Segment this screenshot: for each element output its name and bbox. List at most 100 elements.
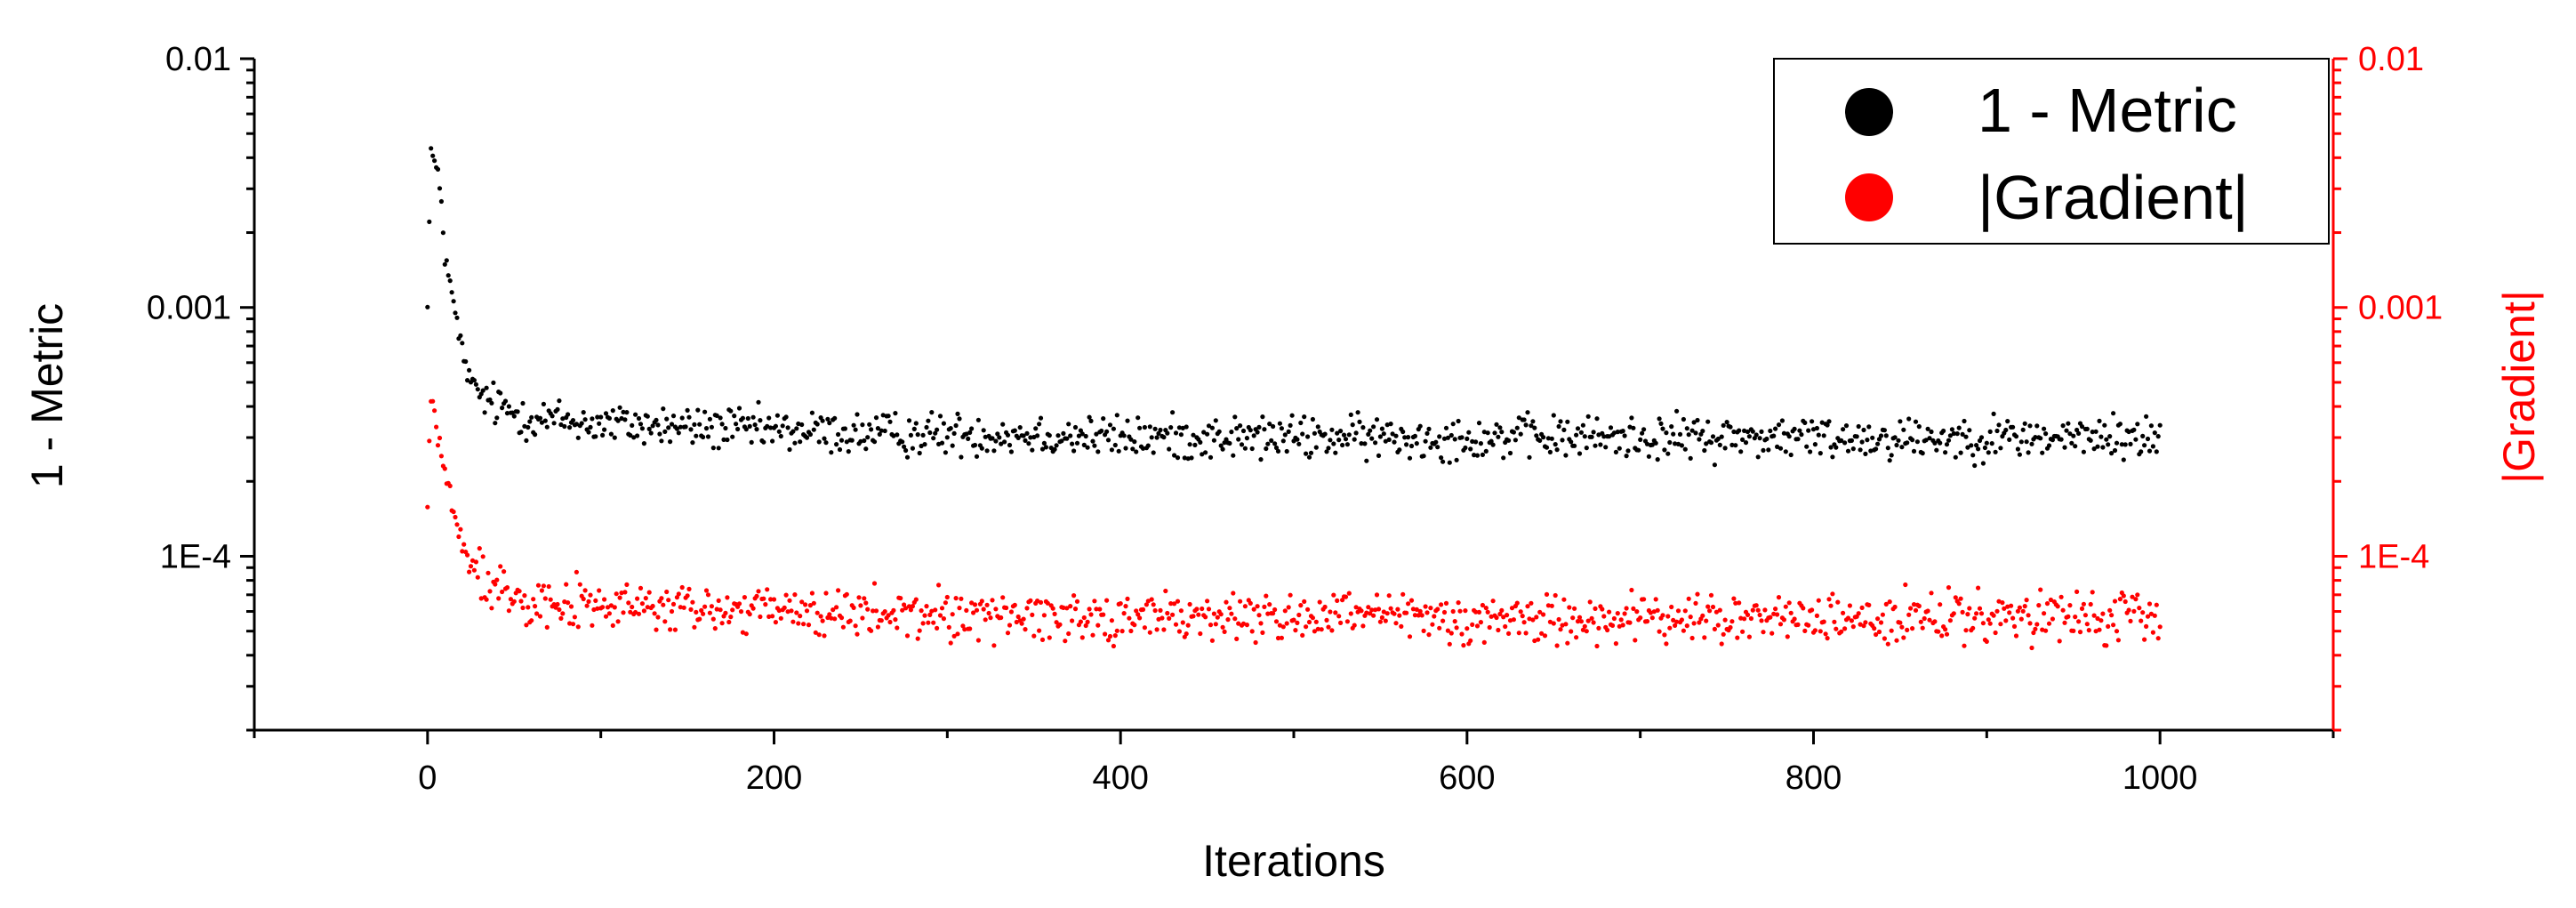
- gradient-point: [829, 615, 834, 621]
- metric-point: [1012, 428, 1017, 433]
- metric-point: [974, 454, 980, 459]
- gradient-point: [614, 591, 619, 597]
- gradient-point: [2109, 613, 2115, 618]
- metric-point: [425, 304, 430, 309]
- metric-point: [1929, 429, 1934, 435]
- metric-point: [1443, 425, 1449, 430]
- metric-point: [933, 430, 938, 436]
- metric-point: [635, 433, 640, 438]
- metric-point: [1489, 438, 1494, 444]
- metric-point: [911, 426, 917, 431]
- metric-point: [1313, 445, 1319, 450]
- metric-point: [692, 422, 697, 427]
- metric-point: [1783, 449, 1788, 454]
- metric-point: [1911, 448, 1917, 454]
- gradient-point: [694, 609, 699, 615]
- metric-point: [1603, 445, 1609, 450]
- metric-point: [1421, 454, 1426, 459]
- metric-point: [2131, 427, 2137, 432]
- metric-point: [1858, 447, 1863, 453]
- gradient-point: [1288, 592, 1293, 598]
- metric-point: [1280, 438, 1286, 444]
- metric-point: [922, 442, 927, 447]
- metric-point: [498, 390, 503, 396]
- gradient-point: [768, 597, 774, 602]
- metric-point: [1818, 451, 1823, 456]
- gradient-point: [548, 597, 553, 602]
- gradient-point: [500, 589, 505, 595]
- gradient-point: [520, 605, 526, 611]
- gradient-point: [1866, 602, 1872, 608]
- metric-point: [1601, 434, 1607, 439]
- metric-point: [1123, 446, 1128, 451]
- gradient-point: [1445, 628, 1450, 633]
- gradient-point: [1963, 628, 1969, 633]
- gradient-point: [773, 620, 779, 625]
- gradient-point: [2082, 613, 2088, 618]
- gradient-point: [1536, 637, 1541, 642]
- metric-point: [1090, 438, 1095, 444]
- gradient-point: [1620, 623, 1625, 628]
- metric-point: [2074, 427, 2080, 433]
- gradient-point: [454, 522, 460, 527]
- gradient-point: [681, 605, 686, 610]
- metric-point: [2040, 450, 2045, 455]
- metric-point: [1825, 422, 1830, 428]
- legend-marker-gradient: [1845, 173, 1893, 221]
- gradient-point: [1771, 611, 1777, 616]
- gradient-point: [581, 596, 586, 602]
- gradient-point: [875, 624, 881, 630]
- metric-point: [639, 426, 646, 431]
- metric-point: [1331, 441, 1336, 446]
- metric-point: [2073, 444, 2078, 449]
- metric-point: [707, 416, 713, 422]
- gradient-point: [1847, 603, 1852, 608]
- gradient-point: [427, 438, 432, 444]
- gradient-point: [541, 583, 547, 589]
- gradient-point: [600, 605, 606, 610]
- gradient-point: [831, 607, 836, 613]
- gradient-point: [1918, 619, 1923, 624]
- gradient-point: [1039, 637, 1046, 643]
- gradient-point: [1054, 620, 1059, 625]
- gradient-point: [1346, 591, 1352, 596]
- metric-point: [586, 430, 591, 435]
- gradient-point: [2013, 633, 2019, 639]
- metric-point: [2095, 444, 2100, 449]
- metric-point: [1379, 426, 1384, 431]
- gradient-point: [1147, 630, 1152, 635]
- gradient-point: [1463, 608, 1468, 614]
- gradient-point: [2148, 611, 2154, 616]
- gradient-point: [617, 595, 622, 600]
- gradient-point: [1527, 616, 1532, 622]
- metric-point: [1679, 443, 1684, 448]
- gradient-point: [1343, 594, 1349, 599]
- gradient-point: [1050, 606, 1055, 611]
- gradient-point: [754, 593, 759, 599]
- gradient-point: [1812, 628, 1818, 633]
- metric-point: [1101, 416, 1106, 422]
- metric-point: [1393, 433, 1399, 438]
- gradient-point: [975, 638, 981, 643]
- metric-point: [1038, 415, 1044, 421]
- gradient-point: [2117, 597, 2123, 602]
- gradient-point: [2010, 615, 2016, 621]
- gradient-point: [920, 621, 926, 626]
- gradient-point: [1785, 634, 1790, 639]
- gradient-point: [898, 596, 903, 601]
- metric-point: [2154, 449, 2159, 454]
- gradient-point: [1842, 626, 1848, 631]
- metric-point: [822, 436, 827, 441]
- gradient-point: [1759, 618, 1764, 623]
- gradient-point: [1248, 600, 1253, 607]
- gradient-point: [2043, 628, 2049, 633]
- gradient-point: [855, 631, 860, 637]
- metric-point: [595, 414, 600, 420]
- metric-point: [1773, 426, 1778, 431]
- metric-point: [460, 341, 465, 346]
- metric-point: [2064, 428, 2069, 433]
- gradient-point: [2147, 601, 2153, 607]
- gradient-point: [2040, 627, 2045, 632]
- metric-point: [690, 440, 695, 446]
- metric-point: [1047, 433, 1052, 438]
